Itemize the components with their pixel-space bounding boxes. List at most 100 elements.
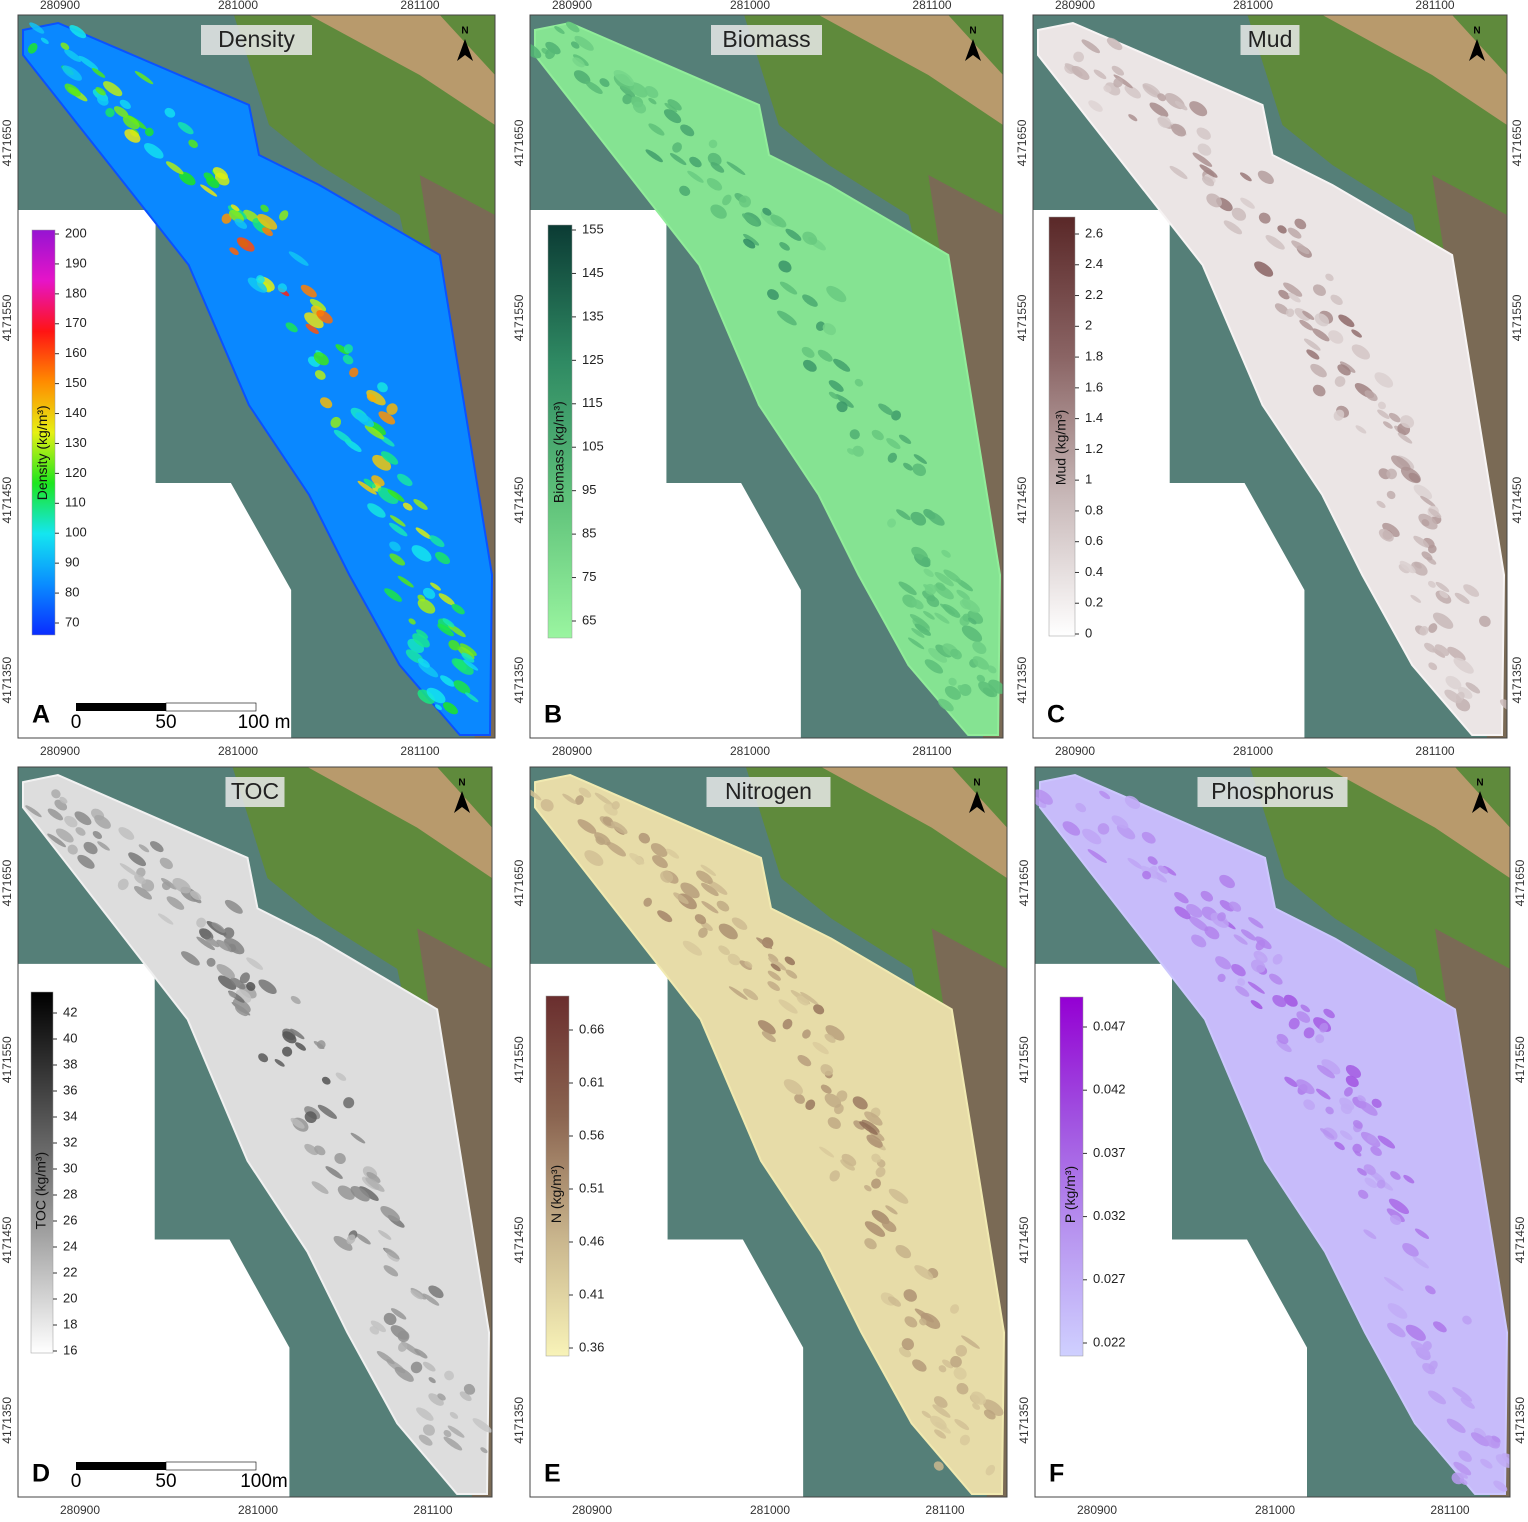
meadow-patch [1355,425,1367,434]
meadow-patch [812,1041,829,1055]
meadow-patch [350,1186,370,1202]
meadow-patch [463,659,479,671]
colorbar [547,224,573,639]
meadow-patch [389,522,408,537]
meadow-patch [224,937,245,955]
north-label: N [1473,26,1480,37]
meadow-patch [335,1072,347,1081]
meadow-patch [366,1171,381,1183]
y-coordinate-label: 4171350 [1017,1397,1031,1444]
map-frame [1032,14,1508,739]
meadow-patch [924,659,944,674]
meadow-patch [188,139,198,149]
map-panel: Mud C N 2.6 2.4 2.2 2 1.8 1.6 1.4 1.2 1 0.8 0.6 0.4 0.2… [1015,0,1524,758]
meadow-patch [40,37,49,44]
meadow-patch [77,854,95,869]
meadow-patch [1428,508,1442,519]
meadow-patch [428,1285,444,1299]
meadow-patch [1460,1397,1475,1409]
meadow-patch [304,1143,319,1156]
meadow-patch [1265,235,1285,250]
meadow-patch [448,639,460,651]
colorbar-tick-label: 32 [63,1134,77,1149]
meadow-patch [309,298,327,312]
meadow-patch [1116,824,1136,840]
meadow-patch [554,26,565,34]
meadow-patch [97,95,109,106]
meadow-patch [459,643,477,656]
meadow-patch [762,207,772,216]
colorbar-tick-label: 36 [63,1082,77,1097]
meadow-patch [611,801,620,810]
meadow-patch [64,83,81,97]
meadow-patch [956,1382,969,1395]
meadow-patch [1446,1418,1466,1433]
meadow-patch [461,652,475,663]
meadow-patch [1035,789,1053,805]
meadow-patch [1106,37,1123,51]
colorbar-tick-label: 0.6 [1085,533,1103,548]
meadow-patch [1215,956,1232,970]
meadow-patch [55,828,74,843]
map-image [530,767,1007,1497]
meadow-patch [971,1391,987,1405]
meadow-patch [578,787,592,798]
meadow-patch [744,961,753,968]
meadow-patch [1087,849,1107,863]
meadow-patch [852,1096,868,1110]
meadow-patch [1387,1303,1408,1319]
meadow-patch [389,515,406,527]
meadow-patch [472,1418,492,1433]
colorbar-tick-label: 105 [582,439,604,454]
title-box [1197,777,1348,807]
colorbar-tick-label: 2.6 [1085,225,1103,240]
x-coordinate-label: 280900 [1055,744,1095,758]
meadow-patch [1303,1099,1315,1111]
meadow-patch [150,841,164,853]
panel-letter: A [32,701,50,729]
x-coordinate-label: 280900 [1077,1503,1117,1517]
x-coordinate-label: 281100 [1415,0,1454,12]
colorbar-tick-label: 0.8 [1085,502,1103,517]
meadow-patch [262,227,273,237]
meadow-patch [422,1424,435,1436]
colorbar-tick-label: 20 [63,1290,77,1305]
meadow-patch [779,281,798,295]
y-coordinate-label: 4171350 [512,1397,526,1444]
title-box [201,25,312,55]
meadow-patch [64,49,82,62]
meadow-patch [667,99,682,111]
meadow-patch [1376,1179,1386,1189]
meadow-patch [638,832,650,844]
meadow-patch [317,1104,337,1119]
meadow-patch [435,551,451,565]
meadow-patch [707,880,728,895]
meadow-patch [825,1025,845,1041]
meadow-patch [62,65,82,81]
x-coordinate-label: 281100 [1430,1503,1469,1517]
meadow-patch [797,1054,812,1067]
meadow-patch [584,850,604,866]
map-panel: TOC D N 42 40 38 36 34 32 30 28 26 24 22 20 18 16 TOC (kg… [0,766,493,1517]
meadow-patch [1269,973,1283,985]
meadow-patch [414,1348,428,1359]
meadow-patch [768,957,787,971]
meadow-patch [304,312,324,329]
meadow-patch [864,1111,883,1126]
meadow-patch [371,475,385,487]
meadow-patch [895,1244,912,1259]
meadow-patch [565,21,580,33]
panel-title: TOC [231,778,279,804]
meadow-patch [700,864,717,876]
meadow-patch [1303,1027,1315,1039]
fields [307,767,492,879]
colorbar-tick-label: 0.51 [579,1180,604,1195]
meadow-patch [1463,584,1480,597]
meadow-patch [1188,916,1209,932]
meadow-patch [1425,1285,1436,1295]
meadow-patch [944,685,961,700]
meadow-patch [1465,682,1481,694]
meadow-patch [1204,926,1220,940]
meadow-patch [687,170,704,183]
meadow-patch [645,149,663,163]
